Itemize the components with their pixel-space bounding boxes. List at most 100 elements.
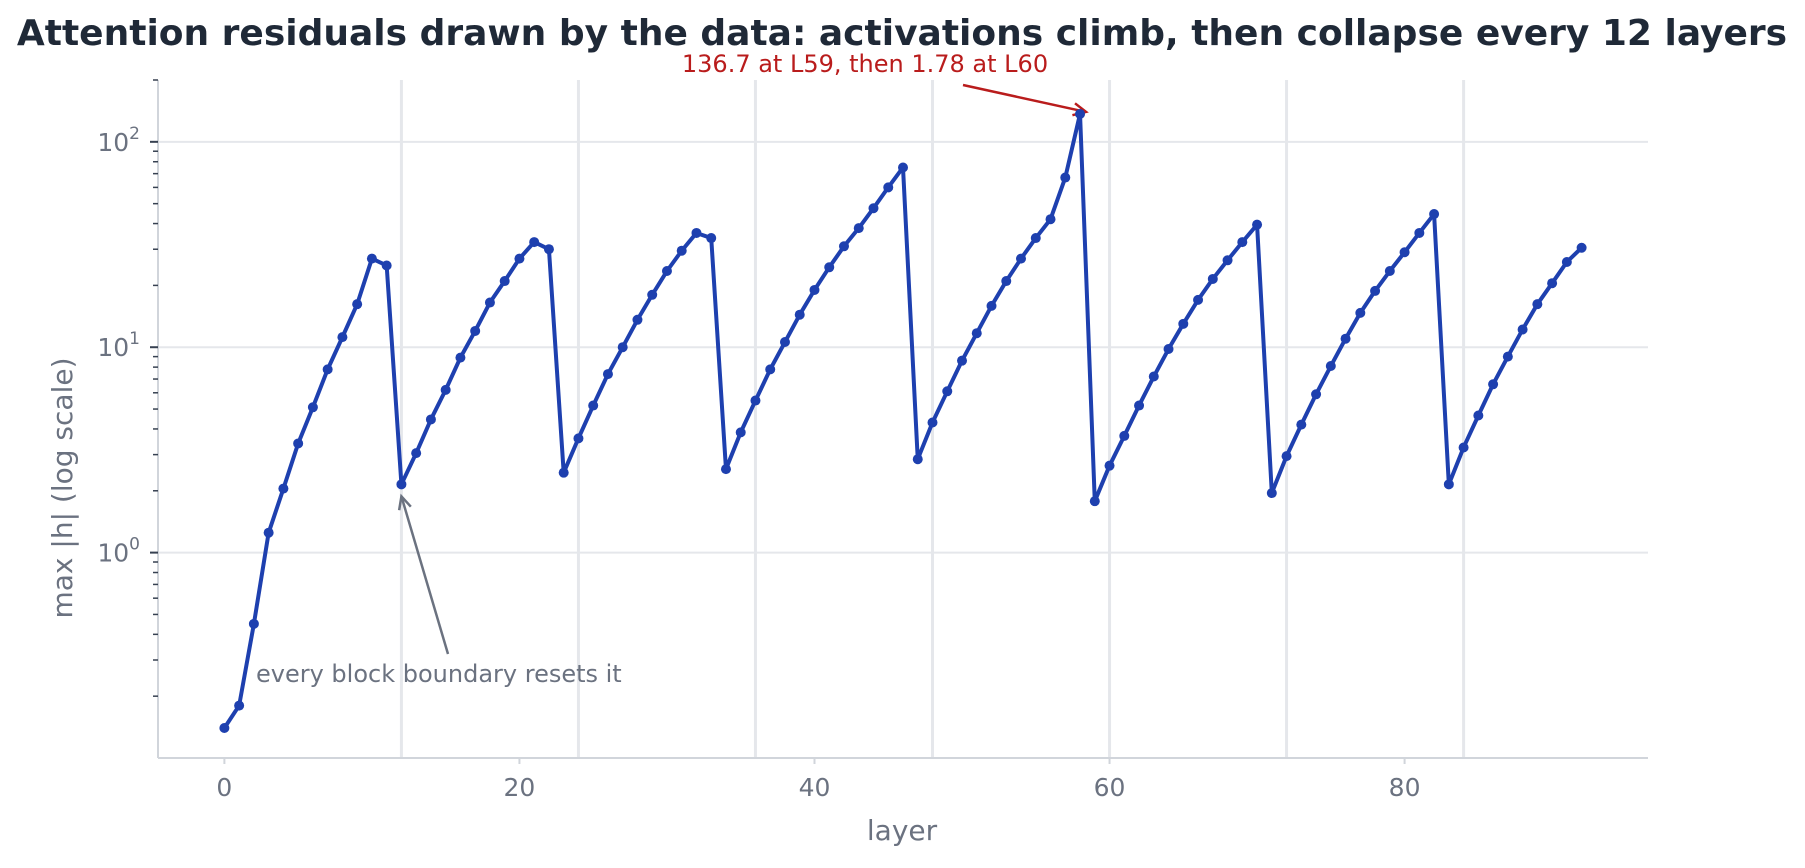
data-point [735, 427, 746, 438]
data-point [898, 162, 908, 173]
data-point [691, 227, 702, 238]
data-point [1281, 451, 1292, 462]
data-point [838, 241, 849, 252]
data-point [337, 332, 348, 343]
data-point [1429, 209, 1440, 220]
data-point [1488, 379, 1499, 390]
data-point [558, 467, 569, 478]
data-point [1163, 344, 1174, 355]
data-point [750, 395, 761, 406]
data-point [986, 300, 997, 311]
data-point [1443, 479, 1454, 490]
data-point [632, 314, 643, 325]
reset-annotation-arrow-head [397, 493, 412, 511]
data-point [573, 433, 584, 444]
x-tick-label: 80 [1389, 773, 1421, 802]
x-axis-label: layer [867, 814, 938, 847]
data-point [1384, 266, 1395, 277]
data-point [1089, 496, 1100, 507]
data-point [1045, 214, 1056, 225]
data-point [307, 402, 318, 413]
data-point [366, 253, 377, 264]
data-point [499, 276, 510, 287]
data-point [1355, 307, 1366, 318]
data-point [588, 400, 599, 411]
data-point [1414, 227, 1425, 238]
reset-annotation-arrow [400, 495, 450, 655]
data-point [440, 384, 451, 395]
data-point [455, 352, 466, 363]
data-point [543, 244, 554, 255]
data-point [514, 253, 525, 264]
data-point [1547, 278, 1558, 289]
data-point [1252, 219, 1263, 230]
y-tick-label: 100 [97, 535, 140, 568]
data-point [1517, 324, 1528, 335]
data-point [1030, 233, 1041, 244]
data-point [234, 700, 245, 711]
data-point [1399, 247, 1410, 258]
data-point [617, 342, 628, 353]
axes: 0 20 40 60 80 100 101 102 [97, 79, 1648, 802]
x-tick-label: 0 [216, 773, 232, 802]
chart-title: Attention residuals drawn by the data: a… [17, 13, 1787, 54]
data-point [1134, 400, 1145, 411]
data-point [278, 483, 289, 494]
y-tick-label: 101 [97, 329, 140, 362]
data-point [1458, 442, 1469, 453]
data-point [1532, 299, 1543, 310]
data-point [1178, 318, 1189, 329]
data-point [1193, 294, 1204, 305]
data-point [1001, 276, 1012, 287]
data-point [883, 182, 894, 193]
data-point [661, 266, 672, 277]
data-point [779, 337, 790, 348]
data-point [1060, 172, 1071, 183]
data-point [1325, 361, 1336, 372]
data-point [484, 297, 495, 308]
data-point [1502, 351, 1513, 362]
data-point [1207, 273, 1218, 284]
data-point [1119, 430, 1130, 441]
annotation-arrows [397, 83, 1089, 655]
series [219, 108, 1587, 733]
data-point [676, 245, 687, 256]
y-axis-label: max |h| (log scale) [46, 358, 79, 619]
data-point [809, 284, 820, 295]
data-point [381, 260, 392, 271]
data-point [293, 438, 304, 449]
reset-annotation-text: every block boundary resets it [256, 660, 622, 688]
data-point [396, 479, 407, 490]
data-point [1104, 460, 1115, 471]
y-tick-label: 102 [97, 124, 140, 157]
data-point [1296, 419, 1307, 430]
data-point [263, 527, 274, 538]
data-point [1576, 242, 1587, 253]
data-point [1266, 488, 1277, 499]
data-point [1016, 253, 1027, 264]
data-point [1561, 256, 1572, 267]
data-point [602, 369, 613, 380]
data-point [1311, 389, 1322, 400]
data-point [971, 328, 982, 339]
data-point [647, 289, 658, 300]
data-point [470, 325, 481, 336]
data-point [720, 464, 731, 475]
data-point [1473, 410, 1484, 421]
x-tick-label: 20 [504, 773, 536, 802]
data-point [1222, 255, 1233, 266]
data-point [942, 386, 953, 397]
data-point [1340, 333, 1351, 344]
data-point [219, 722, 230, 733]
data-point [1148, 371, 1159, 382]
data-point [912, 454, 923, 465]
data-point [1370, 285, 1381, 296]
x-tick-label: 60 [1094, 773, 1126, 802]
data-point [411, 448, 422, 459]
data-point [957, 355, 968, 366]
data-point [765, 364, 776, 375]
data-point [352, 299, 363, 310]
data-point [248, 618, 259, 629]
data-point [824, 262, 835, 273]
